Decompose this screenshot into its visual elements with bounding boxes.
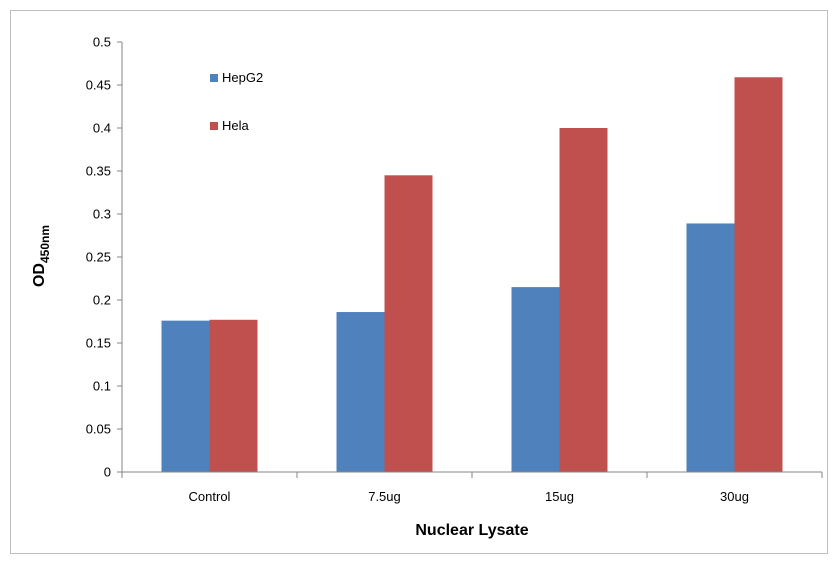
bar-hepg2-control xyxy=(161,320,210,472)
y-tick-label: 0.2 xyxy=(93,293,111,308)
y-axis-title-subscript: 450nm xyxy=(38,225,52,263)
y-tick-label: 0.05 xyxy=(86,422,111,437)
y-tick-label: 0.4 xyxy=(93,121,111,136)
y-tick-label: 0.3 xyxy=(93,207,111,222)
y-tick-label: 0.1 xyxy=(93,379,111,394)
y-tick-label: 0.15 xyxy=(86,336,111,351)
x-axis-title: Nuclear Lysate xyxy=(415,522,528,539)
y-tick-label: 0.5 xyxy=(93,35,111,50)
y-axis-title-main: OD xyxy=(31,263,48,287)
legend-label-hela: Hela xyxy=(222,118,250,133)
x-tick-label: 15ug xyxy=(545,489,574,504)
x-axis: Control 7.5ug 15ug 30ug xyxy=(121,471,823,504)
y-axis-title: OD450nm xyxy=(31,225,52,287)
x-tick-label: 30ug xyxy=(720,489,749,504)
bar-hela-30ug xyxy=(734,77,783,472)
y-tick-label: 0.45 xyxy=(86,78,111,93)
bar-hela-control xyxy=(209,319,258,472)
legend: HepG2 Hela xyxy=(210,70,263,133)
bar-hepg2-15ug xyxy=(511,287,560,472)
y-tick-label: 0.25 xyxy=(86,250,111,265)
bar-hepg2-30ug xyxy=(686,223,735,472)
y-tick-label: 0.35 xyxy=(86,164,111,179)
legend-swatch-hepg2 xyxy=(210,74,218,82)
x-tick-label: Control xyxy=(189,489,231,504)
bars-group xyxy=(161,77,783,473)
bar-hela-15ug xyxy=(559,128,608,472)
y-tick-label: 0 xyxy=(104,465,111,480)
y-axis: 0 0.05 0.1 0.15 0.2 0.25 0.3 0.35 0.4 0.45 0.5 xyxy=(86,35,123,480)
bar-hepg2-7-5ug xyxy=(336,312,385,472)
bar-hela-7-5ug xyxy=(384,175,433,473)
x-tick-label: 7.5ug xyxy=(368,489,401,504)
legend-label-hepg2: HepG2 xyxy=(222,70,263,85)
legend-swatch-hela xyxy=(210,122,218,130)
